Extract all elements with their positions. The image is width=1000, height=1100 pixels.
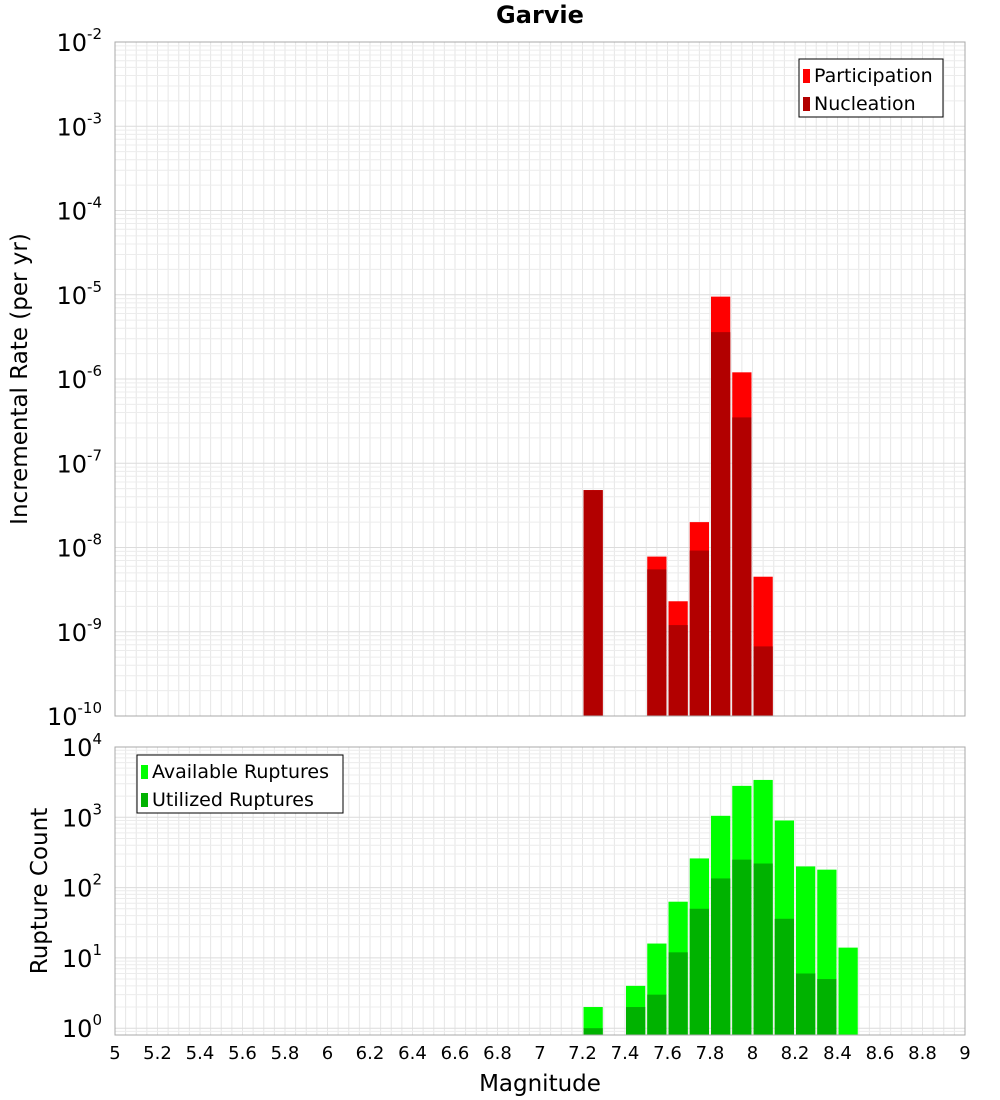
x-tick-label: 6.8 — [483, 1043, 512, 1064]
count-series-utilized-ruptures — [583, 859, 837, 1035]
bar-nucleation — [689, 550, 709, 716]
bar-nucleation — [711, 332, 731, 716]
x-tick-label: 6.6 — [441, 1043, 470, 1064]
x-tick-label: 8 — [747, 1043, 758, 1064]
bar-nucleation — [583, 490, 603, 716]
bar-utilized-ruptures — [689, 908, 709, 1035]
x-tick-label: 9 — [959, 1043, 970, 1064]
bar-utilized-ruptures — [732, 859, 752, 1035]
x-tick-label: 7 — [534, 1043, 545, 1064]
x-tick-label: 7.8 — [696, 1043, 725, 1064]
x-tick-label: 5.2 — [143, 1043, 172, 1064]
legend-count: Available Ruptures Utilized Ruptures — [136, 754, 344, 814]
legend-swatch — [803, 97, 810, 111]
legend-rate: Participation Nucleation — [798, 58, 944, 118]
bar-utilized-ruptures — [711, 878, 731, 1035]
x-tick-label: 8.2 — [781, 1043, 810, 1064]
bar-utilized-ruptures — [796, 973, 816, 1035]
legend-swatch — [803, 69, 810, 83]
legend-label: Available Ruptures — [152, 761, 329, 783]
bar-utilized-ruptures — [817, 979, 837, 1035]
x-tick-label: 5.6 — [228, 1043, 257, 1064]
legend-label: Nucleation — [814, 93, 916, 115]
rate-y-tick-label: 10-9 — [56, 615, 102, 647]
rate-y-tick-label: 10-7 — [56, 446, 102, 478]
x-tick-label: 6.4 — [398, 1043, 427, 1064]
bar-utilized-ruptures — [753, 863, 773, 1035]
bar-available-ruptures — [583, 1007, 603, 1035]
legend-box — [798, 58, 944, 118]
rate-series-nucleation — [583, 332, 773, 716]
count-y-axis-title: Rupture Count — [27, 808, 53, 974]
count-y-tick-label: 104 — [62, 730, 102, 762]
rate-y-axis-title: Incremental Rate (per yr) — [7, 233, 33, 525]
x-tick-label: 8.8 — [908, 1043, 937, 1064]
rate-y-tick-label: 10-3 — [56, 109, 102, 141]
count-plot-border — [114, 746, 966, 1036]
bar-utilized-ruptures — [774, 918, 794, 1035]
count-y-tick-label: 101 — [62, 941, 102, 973]
chart-title: Garvie — [496, 1, 584, 29]
bar-nucleation — [753, 646, 773, 716]
legend-box — [136, 754, 344, 814]
count-y-tick-label: 102 — [62, 871, 102, 903]
x-tick-label: 5.8 — [271, 1043, 300, 1064]
rate-grid-horizontal — [115, 41, 965, 717]
bar-nucleation — [732, 417, 752, 716]
x-tick-label: 8.4 — [823, 1043, 852, 1064]
x-tick-label: 6 — [322, 1043, 333, 1064]
x-axis-title: Magnitude — [479, 1071, 601, 1097]
x-tick-label: 5.4 — [186, 1043, 215, 1064]
rate-y-tick-label: 10-4 — [56, 194, 102, 226]
x-tick-label: 7.4 — [611, 1043, 640, 1064]
bar-utilized-ruptures — [583, 1028, 603, 1035]
bar-utilized-ruptures — [647, 994, 667, 1035]
bar-available-ruptures — [838, 947, 858, 1035]
rate-y-tick-label: 10-2 — [56, 25, 102, 57]
bar-utilized-ruptures — [626, 1007, 646, 1035]
legend-swatch — [141, 793, 148, 807]
x-tick-label: 7.2 — [568, 1043, 597, 1064]
x-tick-label: 5 — [109, 1043, 120, 1064]
bar-nucleation — [647, 569, 667, 716]
x-tick-label: 7.6 — [653, 1043, 682, 1064]
x-tick-label: 6.2 — [356, 1043, 385, 1064]
bar-utilized-ruptures — [668, 952, 688, 1035]
legend-label: Participation — [814, 65, 933, 87]
rate-y-tick-label: 10-5 — [56, 278, 102, 310]
count-y-tick-label: 100 — [62, 1011, 102, 1043]
rate-y-tick-label: 10-8 — [56, 531, 102, 563]
count-y-tick-label: 103 — [62, 800, 102, 832]
legend-swatch — [141, 765, 148, 779]
legend-label: Utilized Ruptures — [152, 789, 314, 811]
rate-y-tick-label: 10-10 — [47, 699, 102, 731]
bar-nucleation — [668, 625, 688, 716]
x-tick-label: 8.6 — [866, 1043, 895, 1064]
rate-y-tick-label: 10-6 — [56, 362, 102, 394]
rate-plot-border — [114, 41, 966, 717]
